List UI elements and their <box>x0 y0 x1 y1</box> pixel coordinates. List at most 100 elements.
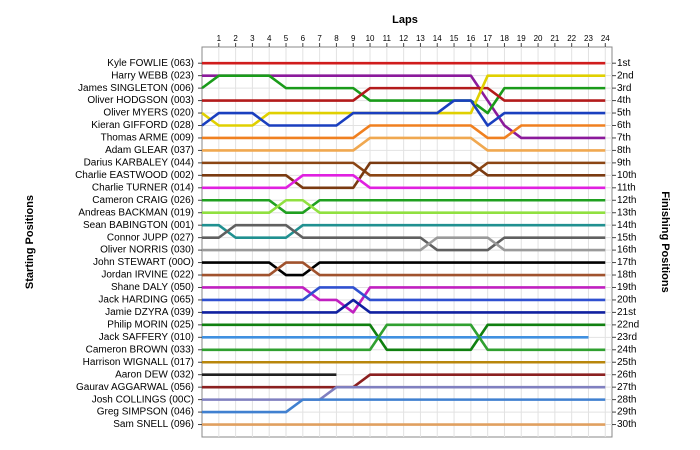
position-line <box>202 198 606 215</box>
y2-tick-label: 6th <box>617 120 631 131</box>
x-tick-label: 12 <box>399 34 408 43</box>
driver-label: Jack HARDING (065) <box>98 295 194 306</box>
position-line <box>202 323 606 352</box>
position-line <box>202 86 606 102</box>
driver-label: Adam GLEAR (037) <box>105 145 194 156</box>
driver-label: Josh COLLINGS (00C) <box>92 394 194 405</box>
driver-label: Gaurav AGGARWAL (056) <box>76 382 194 393</box>
driver-label: Aaron DEW (032) <box>115 369 194 380</box>
position-line <box>202 174 606 190</box>
position-line <box>202 373 606 389</box>
chart-title: Laps <box>392 14 418 26</box>
y2-tick-label: 8th <box>617 145 631 156</box>
position-line <box>202 161 606 177</box>
x-tick-label: 24 <box>601 34 610 43</box>
y2-tick-label: 15th <box>617 232 636 243</box>
position-line <box>202 236 606 252</box>
x-tick-label: 19 <box>517 34 526 43</box>
y2-tick-label: 14th <box>617 220 636 231</box>
x-tick-label: 10 <box>366 34 375 43</box>
x-tick-label: 17 <box>483 34 492 43</box>
y2-tick-label: 30th <box>617 419 636 430</box>
driver-label: Sam SNELL (096) <box>113 419 194 430</box>
position-line <box>202 298 606 314</box>
x-tick-label: 9 <box>351 34 356 43</box>
driver-label: John STEWART (00O) <box>93 257 194 268</box>
position-line <box>202 261 606 277</box>
position-line <box>202 136 606 152</box>
x-tick-label: 21 <box>550 34 559 43</box>
driver-label: Charlie TURNER (014) <box>92 182 194 193</box>
y2-tick-label: 12th <box>617 195 636 206</box>
driver-label: Harrison WIGNALL (017) <box>83 357 194 368</box>
y-axis-title: Starting Positions <box>24 195 36 289</box>
driver-label: Jordan IRVINE (022) <box>101 270 194 281</box>
driver-label: Connor JUPP (027) <box>107 232 194 243</box>
y2-tick-label: 5th <box>617 108 631 119</box>
y2-tick-label: 22nd <box>617 320 639 331</box>
driver-label: Kieran GIFFORD (028) <box>91 120 194 131</box>
driver-label: Darius KARBALEY (044) <box>84 158 194 169</box>
position-line <box>202 398 606 414</box>
y2-tick-label: 25th <box>617 357 636 368</box>
x-tick-label: 4 <box>267 34 272 43</box>
x-tick-label: 18 <box>500 34 509 43</box>
y2-tick-label: 21st <box>617 307 636 318</box>
position-line <box>202 223 606 252</box>
x-tick-label: 16 <box>466 34 475 43</box>
driver-label: Kyle FOWLIE (063) <box>107 58 194 69</box>
y2-tick-label: 17th <box>617 257 636 268</box>
x-tick-label: 15 <box>450 34 459 43</box>
y2-tick-label: 24th <box>617 344 636 355</box>
x-tick-label: 13 <box>416 34 425 43</box>
driver-label: Thomas ARME (009) <box>101 133 194 144</box>
position-line <box>202 198 606 215</box>
plot-area <box>201 46 613 438</box>
y2-tick-label: 26th <box>617 369 636 380</box>
x-tick-label: 23 <box>584 34 593 43</box>
y2-tick-label: 2nd <box>617 70 634 81</box>
x-tick-label: 8 <box>334 34 339 43</box>
y2-tick-label: 1st <box>617 58 631 69</box>
position-line <box>202 161 606 190</box>
y2-tick-label: 18th <box>617 270 636 281</box>
x-tick-label: 14 <box>433 34 442 43</box>
driver-label: Jack SAFFERY (010) <box>99 332 194 343</box>
driver-label: Jamie DZYRA (039) <box>105 307 194 318</box>
driver-label: Cameron CRAIG (026) <box>92 195 194 206</box>
y2-tick-label: 23rd <box>617 332 637 343</box>
y2-tick-label: 10th <box>617 170 636 181</box>
x-tick-label: 20 <box>534 34 543 43</box>
y2-tick-label: 11th <box>617 182 636 193</box>
driver-label: Philip MORIN (025) <box>107 320 194 331</box>
position-line <box>202 223 606 239</box>
y2-tick-label: 19th <box>617 282 636 293</box>
driver-label: Sean BABINGTON (001) <box>83 220 194 231</box>
x-tick-label: 7 <box>317 34 322 43</box>
driver-label: Oliver NORRIS (030) <box>100 245 194 256</box>
position-line <box>201 74 606 115</box>
x-tick-label: 1 <box>217 34 222 43</box>
y2-tick-label: 7th <box>617 133 631 144</box>
y2-axis-title: Finishing Positions <box>659 191 671 292</box>
driver-label: Oliver HODGSON (003) <box>87 95 194 106</box>
y2-tick-label: 20th <box>617 295 636 306</box>
y2-tick-label: 16th <box>617 245 636 256</box>
y2-tick-label: 9th <box>617 158 631 169</box>
x-tick-label: 5 <box>284 34 289 43</box>
y2-tick-label: 13th <box>617 207 636 218</box>
driver-label: Shane DALY (050) <box>111 282 194 293</box>
driver-label: Cameron BROWN (033) <box>86 344 194 355</box>
position-line <box>202 385 606 401</box>
position-line <box>201 99 606 127</box>
x-tick-label: 22 <box>567 34 576 43</box>
driver-label: James SINGLETON (006) <box>78 83 194 94</box>
y2-tick-label: 28th <box>617 394 636 405</box>
position-line <box>202 286 606 314</box>
position-line <box>202 323 606 352</box>
driver-label: Andreas BACKMAN (019) <box>78 207 194 218</box>
x-tick-label: 6 <box>301 34 306 43</box>
driver-label: Harry WEBB (023) <box>111 70 194 81</box>
y2-tick-label: 3rd <box>617 83 631 94</box>
